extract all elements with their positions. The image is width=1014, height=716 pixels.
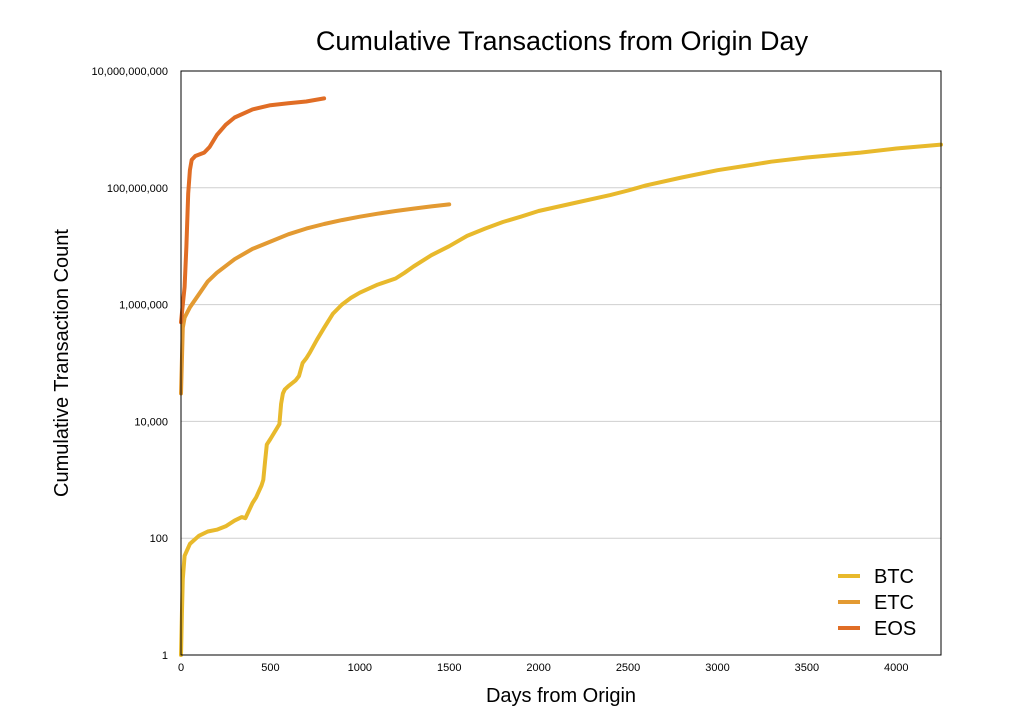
legend: BTC ETC EOS <box>838 566 916 640</box>
y-axis: 1 100 10,000 1,000,000 100,000,000 10,000,000… <box>92 66 168 662</box>
y-tick-label: 10,000 <box>134 416 168 428</box>
y-tick-label: 1,000,000 <box>119 300 168 312</box>
y-tick-label: 100 <box>150 533 168 545</box>
x-tick-label: 1500 <box>437 662 461 674</box>
legend-label-eos: EOS <box>874 618 916 640</box>
legend-label-etc: ETC <box>874 592 914 614</box>
x-tick-label: 1000 <box>348 662 372 674</box>
chart-title: Cumulative Transactions from Origin Day <box>316 26 809 56</box>
grid-lines <box>181 70 941 656</box>
y-tick-label: 10,000,000,000 <box>92 66 168 78</box>
x-axis: 0 500 1000 1500 2000 2500 3000 3500 4000 <box>178 662 909 674</box>
x-tick-label: 3000 <box>705 662 729 674</box>
series-line-btc <box>179 142 943 657</box>
plot-frame <box>180 70 942 656</box>
y-axis-label: Cumulative Transaction Count <box>51 229 73 497</box>
x-axis-label: Days from Origin <box>486 685 636 707</box>
x-tick-label: 4000 <box>884 662 908 674</box>
x-tick-label: 0 <box>178 662 184 674</box>
series-group <box>179 96 943 657</box>
x-tick-label: 2000 <box>526 662 550 674</box>
series-line-eos <box>179 96 327 325</box>
x-tick-label: 2500 <box>616 662 640 674</box>
y-tick-label: 100,000,000 <box>107 183 168 195</box>
x-tick-label: 3500 <box>795 662 819 674</box>
series-line-etc <box>179 202 452 396</box>
legend-label-btc: BTC <box>874 566 914 588</box>
y-tick-label: 1 <box>162 650 168 662</box>
x-tick-label: 500 <box>261 662 279 674</box>
